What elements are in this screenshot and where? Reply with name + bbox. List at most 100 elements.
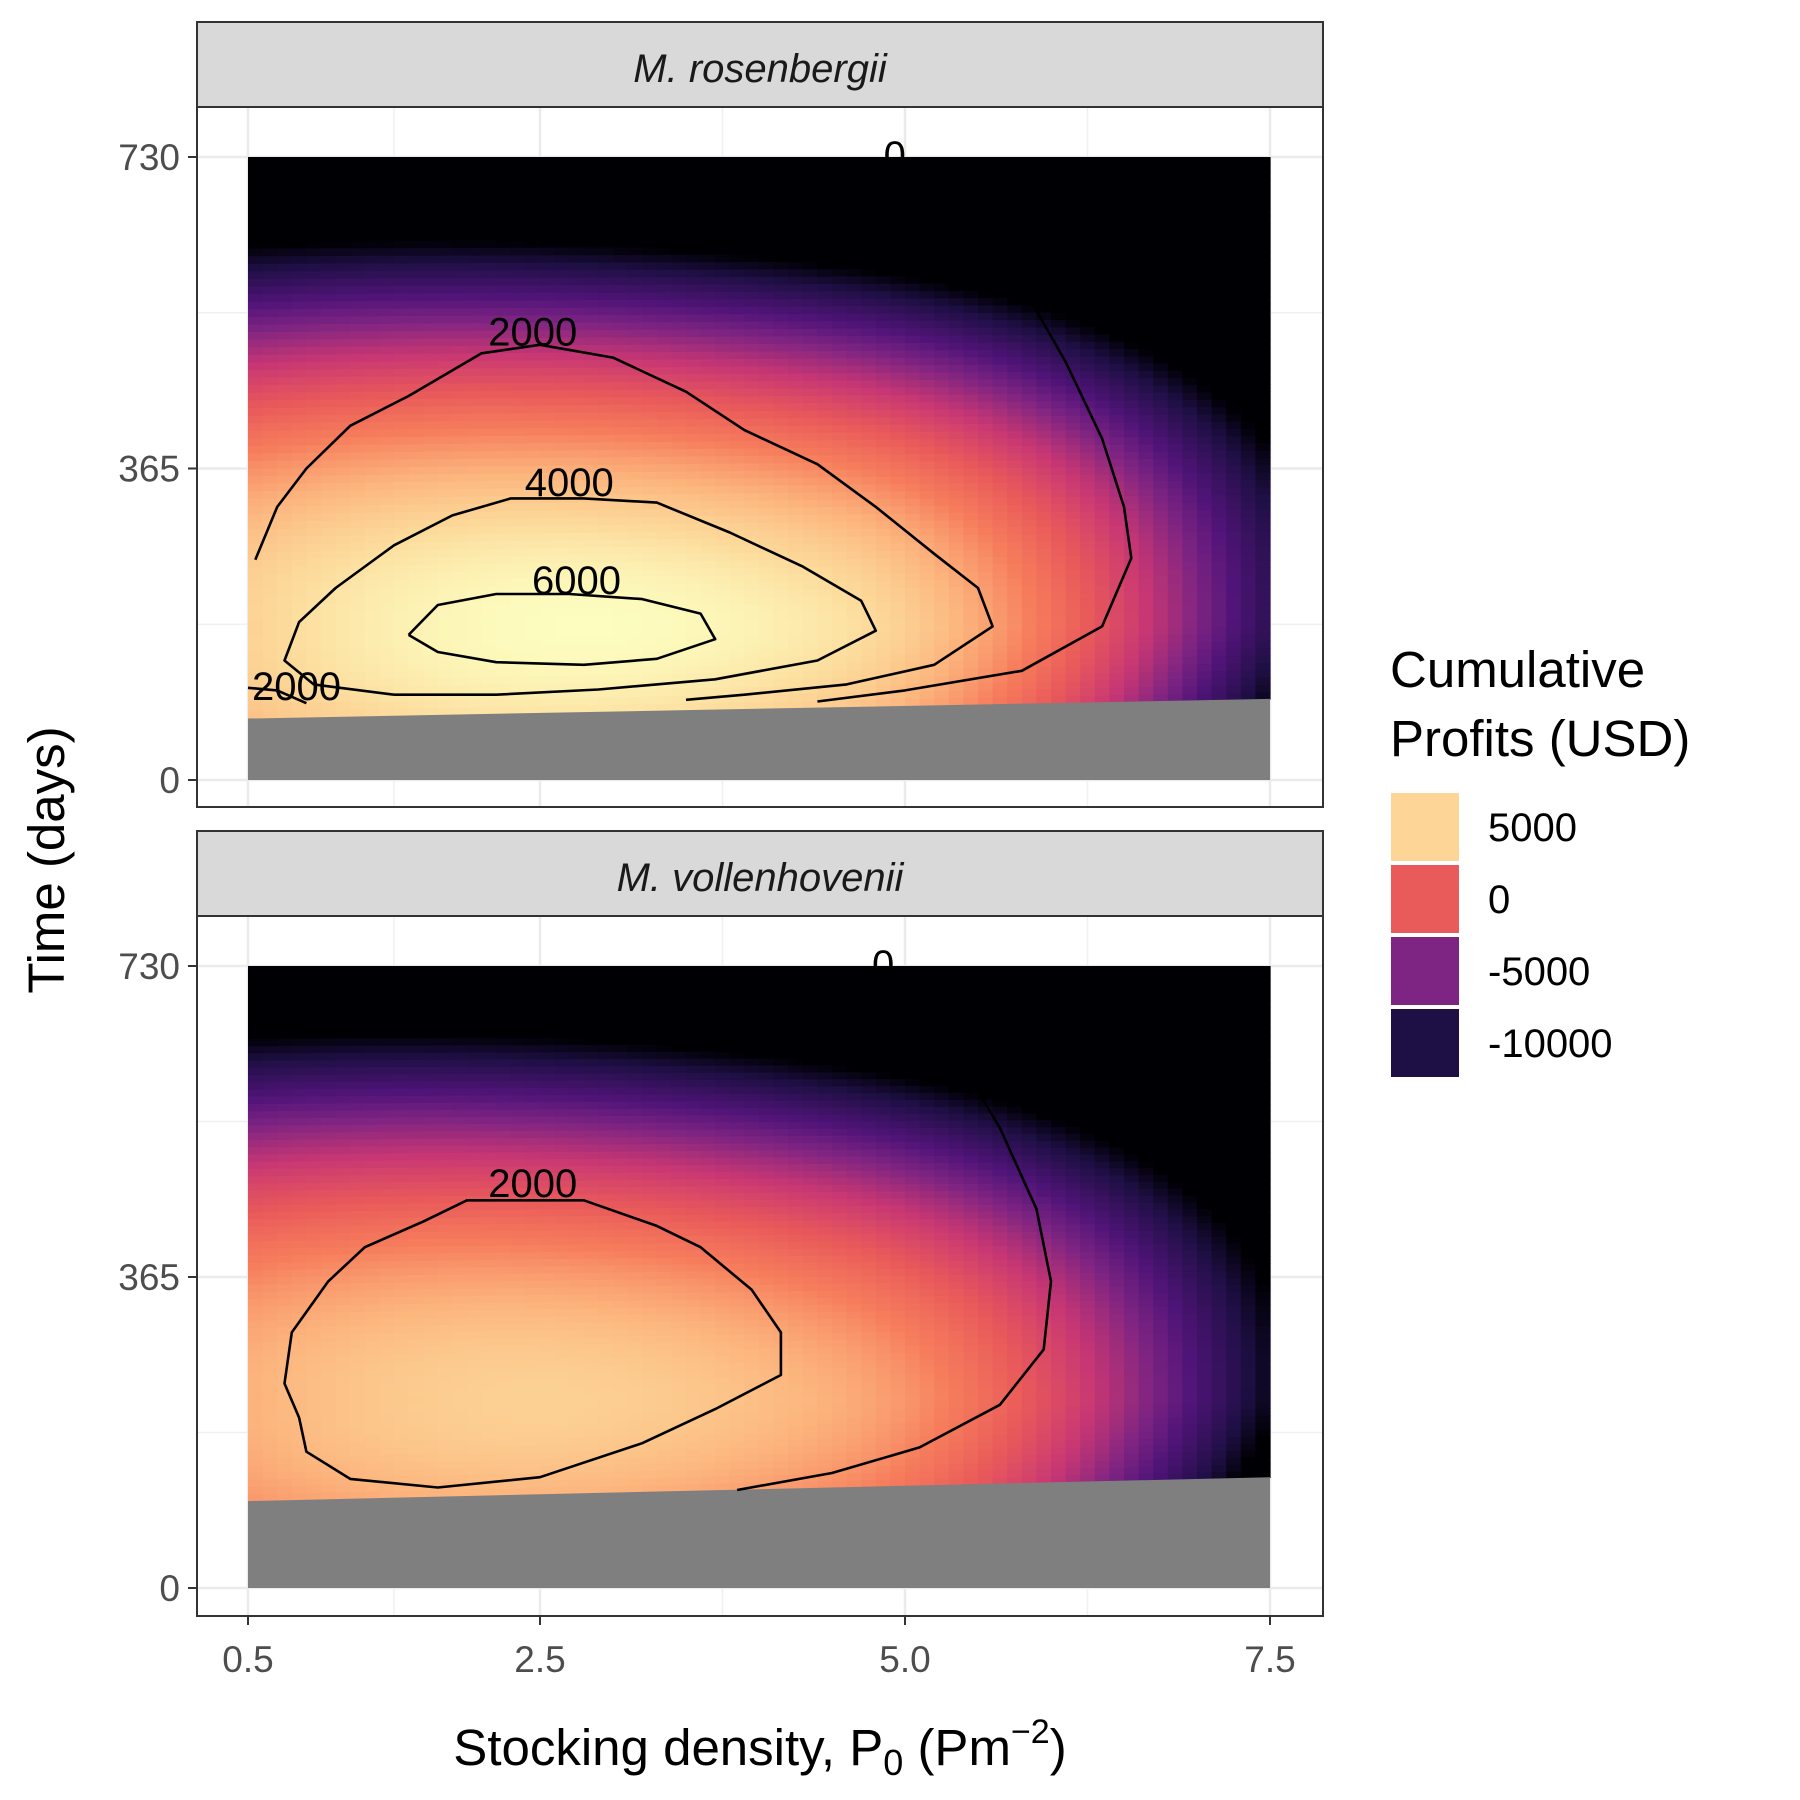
heat-cell bbox=[1065, 437, 1081, 446]
heat-cell bbox=[394, 194, 410, 203]
heat-cell bbox=[306, 308, 322, 317]
heat-cell bbox=[467, 661, 483, 670]
heat-cell bbox=[262, 543, 278, 552]
heat-cell bbox=[627, 254, 643, 263]
heat-cell bbox=[306, 490, 322, 499]
heat-cell bbox=[467, 541, 483, 550]
heat-cell bbox=[1138, 333, 1154, 342]
heat-cell bbox=[554, 457, 570, 466]
heat-cell bbox=[525, 622, 541, 632]
heat-cell bbox=[1167, 656, 1183, 665]
heat-cell bbox=[1138, 362, 1154, 371]
heat-cell bbox=[1051, 157, 1067, 165]
heat-cell bbox=[744, 298, 760, 307]
heat-cell bbox=[671, 485, 687, 495]
heat-cell bbox=[481, 292, 497, 301]
heat-cell bbox=[656, 418, 672, 427]
heat-cell bbox=[729, 530, 745, 539]
heat-cell bbox=[613, 224, 629, 233]
heat-cell bbox=[729, 597, 745, 606]
heat-cell bbox=[1197, 538, 1213, 547]
heat-cell bbox=[481, 427, 497, 437]
heat-cell bbox=[408, 277, 424, 286]
heat-cell bbox=[1167, 237, 1183, 246]
heat-cell bbox=[963, 534, 979, 543]
heat-cell bbox=[1036, 607, 1052, 616]
heat-cell bbox=[525, 442, 541, 451]
heat-cell bbox=[262, 354, 278, 363]
heat-cell bbox=[890, 617, 906, 626]
heat-cell bbox=[248, 392, 264, 401]
heat-cell bbox=[715, 672, 731, 681]
heat-cell bbox=[1226, 604, 1242, 613]
heat-cell bbox=[978, 460, 994, 469]
heat-cell bbox=[467, 631, 483, 640]
heat-cell bbox=[832, 231, 848, 240]
heat-cell bbox=[1051, 629, 1067, 638]
heat-cell bbox=[671, 553, 687, 562]
heat-cell bbox=[890, 335, 906, 344]
heat-cell bbox=[890, 379, 906, 388]
heat-cell bbox=[773, 514, 789, 523]
heat-cell bbox=[1182, 685, 1198, 694]
heat-cell bbox=[744, 224, 760, 233]
heat-cell bbox=[905, 157, 921, 166]
heat-cell bbox=[846, 424, 862, 433]
heat-cell bbox=[715, 313, 731, 322]
heat-cell bbox=[948, 608, 964, 617]
heat-cell bbox=[1065, 193, 1081, 202]
heat-cell bbox=[1036, 518, 1052, 527]
heat-cell bbox=[1211, 443, 1227, 452]
heat-cell bbox=[277, 445, 293, 454]
heat-cell bbox=[481, 194, 497, 203]
heat-cell bbox=[408, 609, 424, 618]
heat-cell bbox=[481, 563, 497, 572]
heat-cell bbox=[919, 164, 935, 173]
heat-cell bbox=[1080, 562, 1096, 571]
heat-cell bbox=[759, 611, 775, 620]
heat-cell bbox=[759, 701, 775, 710]
heat-cell bbox=[642, 224, 658, 233]
heat-cell bbox=[978, 171, 994, 180]
heat-cell bbox=[364, 232, 380, 241]
heat-cell bbox=[948, 386, 964, 395]
heat-cell bbox=[744, 447, 760, 456]
heat-cell bbox=[1094, 694, 1110, 703]
heat-cell bbox=[321, 247, 337, 256]
heat-cell bbox=[1065, 562, 1081, 571]
heat-cell bbox=[1065, 503, 1081, 512]
heat-cell bbox=[481, 646, 497, 655]
heat-cell bbox=[861, 253, 877, 262]
heat-cell bbox=[671, 642, 687, 652]
heat-cell bbox=[277, 164, 293, 173]
heat-cell bbox=[773, 224, 789, 233]
heat-cell bbox=[437, 488, 453, 497]
heat-cell bbox=[934, 453, 950, 462]
heat-cell bbox=[248, 361, 264, 371]
heat-cell bbox=[744, 537, 760, 546]
heat-cell bbox=[846, 595, 862, 604]
heat-cell bbox=[321, 459, 337, 468]
heat-cell bbox=[934, 520, 950, 529]
heat-cell bbox=[846, 498, 862, 507]
heat-cell bbox=[262, 240, 278, 249]
heat-cell bbox=[321, 686, 337, 695]
heat-cell bbox=[1080, 193, 1096, 202]
heat-cell bbox=[1007, 267, 1023, 276]
heat-cell bbox=[686, 381, 702, 390]
heat-cell bbox=[1094, 348, 1110, 357]
heat-cell bbox=[554, 277, 570, 286]
heat-cell bbox=[642, 688, 658, 697]
heat-cell bbox=[817, 246, 833, 255]
heat-cell bbox=[963, 460, 979, 469]
heat-cell bbox=[248, 164, 264, 173]
heat-cell bbox=[905, 572, 921, 581]
heat-cell bbox=[671, 269, 687, 278]
heat-cell bbox=[291, 316, 307, 325]
heat-cell bbox=[350, 346, 366, 355]
heat-cell bbox=[832, 692, 848, 701]
heat-cell bbox=[1153, 487, 1169, 496]
heat-cell bbox=[248, 536, 264, 545]
heat-cell bbox=[729, 634, 745, 643]
heat-cell bbox=[686, 493, 702, 502]
